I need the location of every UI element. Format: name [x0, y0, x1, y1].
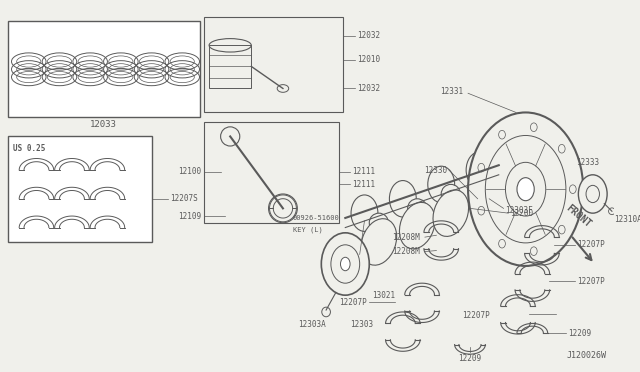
Text: 12111: 12111 — [352, 180, 375, 189]
Text: 12207S: 12207S — [170, 194, 198, 203]
Text: 12207P: 12207P — [577, 277, 605, 286]
Text: 12333: 12333 — [577, 158, 600, 167]
Ellipse shape — [389, 180, 416, 217]
Ellipse shape — [369, 213, 388, 232]
Text: 12303F: 12303F — [506, 206, 533, 215]
Text: 12033: 12033 — [90, 120, 117, 129]
Ellipse shape — [466, 152, 493, 188]
Text: 12331: 12331 — [440, 87, 463, 96]
Text: 12100: 12100 — [179, 167, 202, 176]
Text: 12207P: 12207P — [462, 311, 490, 320]
Text: 12032: 12032 — [357, 84, 380, 93]
Text: 12207P: 12207P — [577, 240, 605, 249]
Text: 13021: 13021 — [372, 291, 396, 300]
Ellipse shape — [441, 185, 460, 203]
Text: 12111: 12111 — [352, 167, 375, 176]
Ellipse shape — [321, 233, 369, 295]
Bar — [209, 45, 252, 89]
Text: FRONT: FRONT — [564, 203, 593, 230]
Ellipse shape — [433, 190, 468, 237]
Text: 12330: 12330 — [424, 166, 447, 174]
Text: 12209: 12209 — [568, 328, 591, 337]
Ellipse shape — [468, 112, 583, 266]
Text: KEY (L): KEY (L) — [292, 226, 323, 233]
Text: 12109: 12109 — [179, 212, 202, 221]
Bar — [8, 137, 152, 242]
Ellipse shape — [517, 178, 534, 201]
Text: US 0.25: US 0.25 — [13, 144, 46, 153]
Ellipse shape — [340, 257, 350, 271]
Ellipse shape — [579, 175, 607, 213]
Text: 12303: 12303 — [350, 320, 373, 328]
Bar — [204, 16, 344, 112]
Ellipse shape — [351, 195, 378, 231]
Bar — [204, 122, 339, 223]
Ellipse shape — [399, 202, 435, 249]
Text: 12010: 12010 — [357, 55, 380, 64]
Text: 12209: 12209 — [458, 354, 481, 363]
Text: 12200: 12200 — [510, 209, 533, 218]
Text: 12207P: 12207P — [340, 298, 367, 307]
Text: 12310A: 12310A — [614, 215, 640, 224]
Text: 00926-51600: 00926-51600 — [292, 215, 339, 221]
Text: 12303A: 12303A — [298, 320, 326, 328]
Text: J120026W: J120026W — [566, 351, 606, 360]
Ellipse shape — [408, 199, 427, 218]
Text: 12208M: 12208M — [392, 232, 420, 242]
Text: 12208M: 12208M — [392, 247, 420, 256]
Ellipse shape — [428, 166, 454, 203]
Text: 12032: 12032 — [357, 31, 380, 40]
Ellipse shape — [361, 219, 397, 265]
Bar — [8, 21, 200, 117]
